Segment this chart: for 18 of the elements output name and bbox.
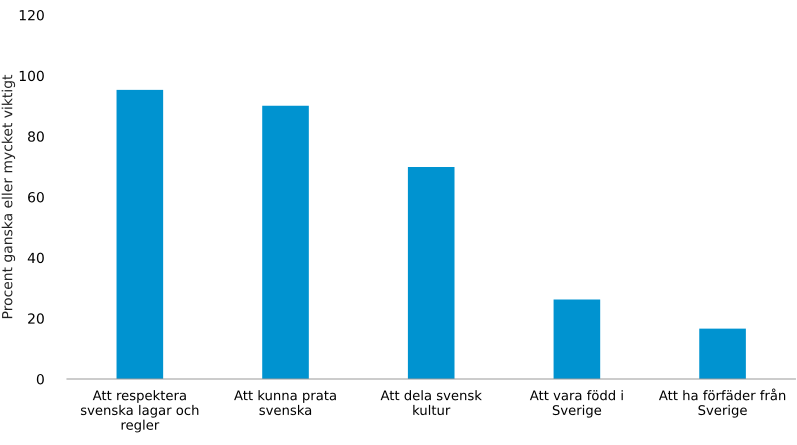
bar <box>699 328 746 379</box>
x-tick-label: Att kunna prata svenska <box>234 390 336 416</box>
y-axis-title: Procent ganska eller mycket viktigt <box>2 74 16 318</box>
bar <box>408 166 455 379</box>
y-tick-label: 0 <box>36 374 44 384</box>
bar <box>554 300 600 379</box>
bar <box>116 90 164 379</box>
x-tick-label: Att ha förfäder från Sverige <box>658 388 786 418</box>
y-tick-label: 80 <box>28 131 44 142</box>
x-tick-label: Att respektera svenska lagar och regler <box>80 390 198 432</box>
x-tick-label: Att dela svensk kultur <box>380 390 482 416</box>
y-tick-label: 20 <box>28 313 44 324</box>
y-tick-label: 120 <box>20 10 44 20</box>
y-tick-label: 40 <box>28 252 44 264</box>
bar <box>262 106 309 379</box>
x-tick-label: Att vara född i Sverige <box>530 390 623 418</box>
y-tick-label: 60 <box>28 192 44 202</box>
y-tick-label: 100 <box>20 70 44 82</box>
